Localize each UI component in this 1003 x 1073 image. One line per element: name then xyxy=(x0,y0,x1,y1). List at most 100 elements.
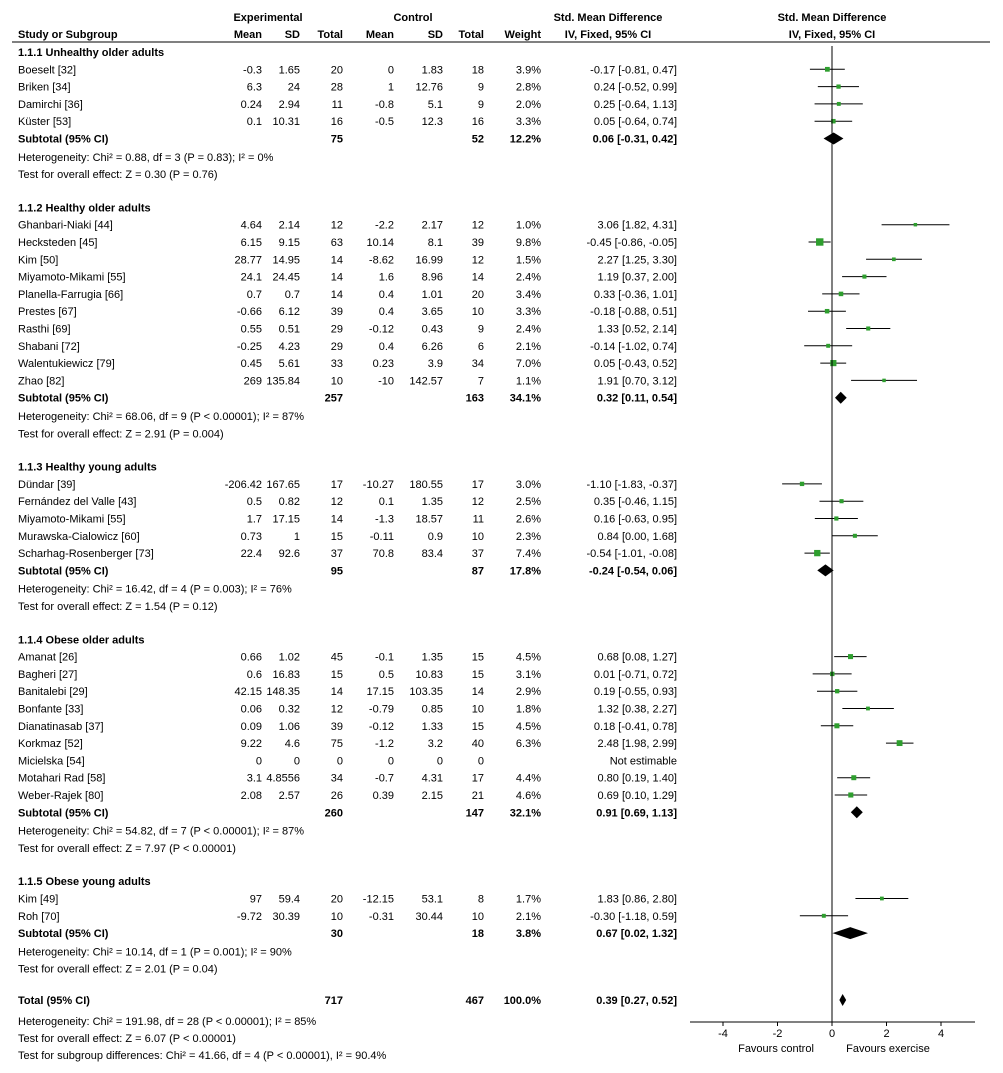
subtotal-effect-ci: 0.06 [-0.31, 0.42] xyxy=(593,134,678,146)
study-total-ctl: 15 xyxy=(472,652,484,664)
study-sd-ctl: 103.35 xyxy=(409,686,443,698)
subtotal-diamond xyxy=(850,806,863,819)
study-mean-ctl: 0.39 xyxy=(373,790,394,802)
study-weight: 3.9% xyxy=(516,64,541,76)
subgroup-heterogeneity: Heterogeneity: Chi² = 68.06, df = 9 (P <… xyxy=(18,411,304,423)
study-mean-exp: 42.15 xyxy=(234,686,262,698)
study-sd-exp: 1 xyxy=(294,531,300,543)
study-total-exp: 28 xyxy=(331,82,343,94)
study-effect-marker xyxy=(824,66,830,72)
study-sd-ctl: 0.85 xyxy=(422,704,443,716)
header-total-exp: Total xyxy=(318,29,343,41)
study-mean-ctl: 0.5 xyxy=(379,669,394,681)
study-name: Banitalebi [29] xyxy=(18,686,88,698)
study-total-ctl: 37 xyxy=(472,548,484,560)
footer-line-2: Test for overall effect: Z = 6.07 (P < 0… xyxy=(18,1033,236,1045)
study-effect-ci: Not estimable xyxy=(610,755,677,767)
study-total-ctl: 12 xyxy=(472,254,484,266)
study-name: Hecksteden [45] xyxy=(18,237,98,249)
study-name: Kim [49] xyxy=(18,894,58,906)
study-mean-exp: 269 xyxy=(244,375,262,387)
study-total-ctl: 17 xyxy=(472,479,484,491)
header-study: Study or Subgroup xyxy=(18,29,118,41)
study-total-ctl: 39 xyxy=(472,237,484,249)
subgroup-heterogeneity: Heterogeneity: Chi² = 54.82, df = 7 (P <… xyxy=(18,826,304,838)
study-sd-ctl: 3.2 xyxy=(428,738,443,750)
study-effect-ci: 0.68 [0.08, 1.27] xyxy=(597,652,677,664)
study-total-exp: 15 xyxy=(331,531,343,543)
study-total-ctl: 34 xyxy=(472,358,484,370)
study-effect-marker xyxy=(913,222,918,227)
study-mean-exp: 0.73 xyxy=(241,531,262,543)
study-name: Miyamoto-Mikami [55] xyxy=(18,272,126,284)
study-name: Roh [70] xyxy=(18,911,60,923)
subtotal-effect-ci: 0.91 [0.69, 1.13] xyxy=(596,807,677,819)
study-mean-ctl: -0.12 xyxy=(369,721,394,733)
study-effect-ci: -0.17 [-0.81, 0.47] xyxy=(590,64,677,76)
study-mean-exp: 6.15 xyxy=(241,237,262,249)
subtotal-total-ctl: 147 xyxy=(466,807,484,819)
study-effect-ci: 0.84 [0.00, 1.68] xyxy=(597,531,677,543)
study-mean-ctl: -0.5 xyxy=(375,116,394,128)
subtotal-weight: 12.2% xyxy=(510,134,541,146)
study-mean-ctl: -0.11 xyxy=(370,531,394,543)
subgroup-heterogeneity: Heterogeneity: Chi² = 0.88, df = 3 (P = … xyxy=(18,152,274,164)
study-total-ctl: 12 xyxy=(472,220,484,232)
footer-line-3: Test for subgroup differences: Chi² = 41… xyxy=(18,1050,387,1062)
study-name: Fernández del Valle [43] xyxy=(18,496,136,508)
study-effect-marker xyxy=(816,238,824,246)
study-mean-ctl: -0.31 xyxy=(369,911,394,923)
study-mean-ctl: 0 xyxy=(388,755,394,767)
study-total-ctl: 12 xyxy=(472,496,484,508)
study-effect-marker xyxy=(799,481,805,487)
study-sd-exp: 6.12 xyxy=(279,306,300,318)
study-effect-marker xyxy=(814,549,821,557)
study-effect-ci: 2.27 [1.25, 3.30] xyxy=(597,254,677,266)
study-sd-exp: 4.8556 xyxy=(266,773,300,785)
subtotal-effect-ci: 0.67 [0.02, 1.32] xyxy=(596,928,677,940)
study-effect-marker xyxy=(879,896,884,901)
subtotal-total-ctl: 52 xyxy=(472,134,484,146)
study-name: Scharhag-Rosenberger [73] xyxy=(18,548,154,560)
study-effect-marker xyxy=(866,326,871,331)
study-weight: 2.1% xyxy=(516,341,541,353)
study-mean-exp: -0.3 xyxy=(243,64,262,76)
x-tick-label: 2 xyxy=(883,1028,889,1040)
header-sd-exp: SD xyxy=(285,29,300,41)
header-smd: Std. Mean Difference xyxy=(554,12,663,24)
study-mean-ctl: 0.23 xyxy=(373,358,394,370)
study-sd-ctl: 1.83 xyxy=(422,64,443,76)
header-smd-plot: Std. Mean Difference xyxy=(778,12,887,24)
study-weight: 4.4% xyxy=(516,773,541,785)
study-effect-marker xyxy=(838,291,844,297)
study-total-exp: 17 xyxy=(331,479,343,491)
study-mean-exp: 1.7 xyxy=(247,514,262,526)
study-name: Dianatinasab [37] xyxy=(18,721,104,733)
study-sd-ctl: 18.57 xyxy=(415,514,443,526)
study-weight: 3.3% xyxy=(516,306,541,318)
study-total-ctl: 21 xyxy=(472,790,484,802)
study-sd-exp: 59.4 xyxy=(279,894,300,906)
study-mean-exp: -0.66 xyxy=(237,306,262,318)
header-control: Control xyxy=(393,12,432,24)
total-total-ctl: 467 xyxy=(466,995,484,1007)
study-mean-ctl: -10.27 xyxy=(363,479,394,491)
study-mean-ctl: -0.12 xyxy=(369,324,394,336)
study-total-exp: 14 xyxy=(331,289,343,301)
study-effect-ci: 1.91 [0.70, 3.12] xyxy=(597,375,677,387)
study-sd-exp: 135.84 xyxy=(266,375,300,387)
study-sd-ctl: 5.1 xyxy=(428,99,443,111)
x-tick-label: 4 xyxy=(938,1028,944,1040)
study-mean-exp: -0.25 xyxy=(237,341,262,353)
study-name: Murawska-Cialowicz [60] xyxy=(18,531,140,543)
study-mean-ctl: -1.3 xyxy=(375,514,394,526)
study-sd-exp: 10.31 xyxy=(272,116,300,128)
study-sd-ctl: 8.1 xyxy=(428,237,443,249)
study-sd-ctl: 12.76 xyxy=(415,82,443,94)
x-tick-label: -4 xyxy=(718,1028,728,1040)
subgroup-overall-effect: Test for overall effect: Z = 2.91 (P = 0… xyxy=(18,428,224,440)
study-sd-exp: 1.06 xyxy=(279,721,300,733)
study-total-exp: 10 xyxy=(331,911,343,923)
subtotal-total-exp: 30 xyxy=(331,928,343,940)
